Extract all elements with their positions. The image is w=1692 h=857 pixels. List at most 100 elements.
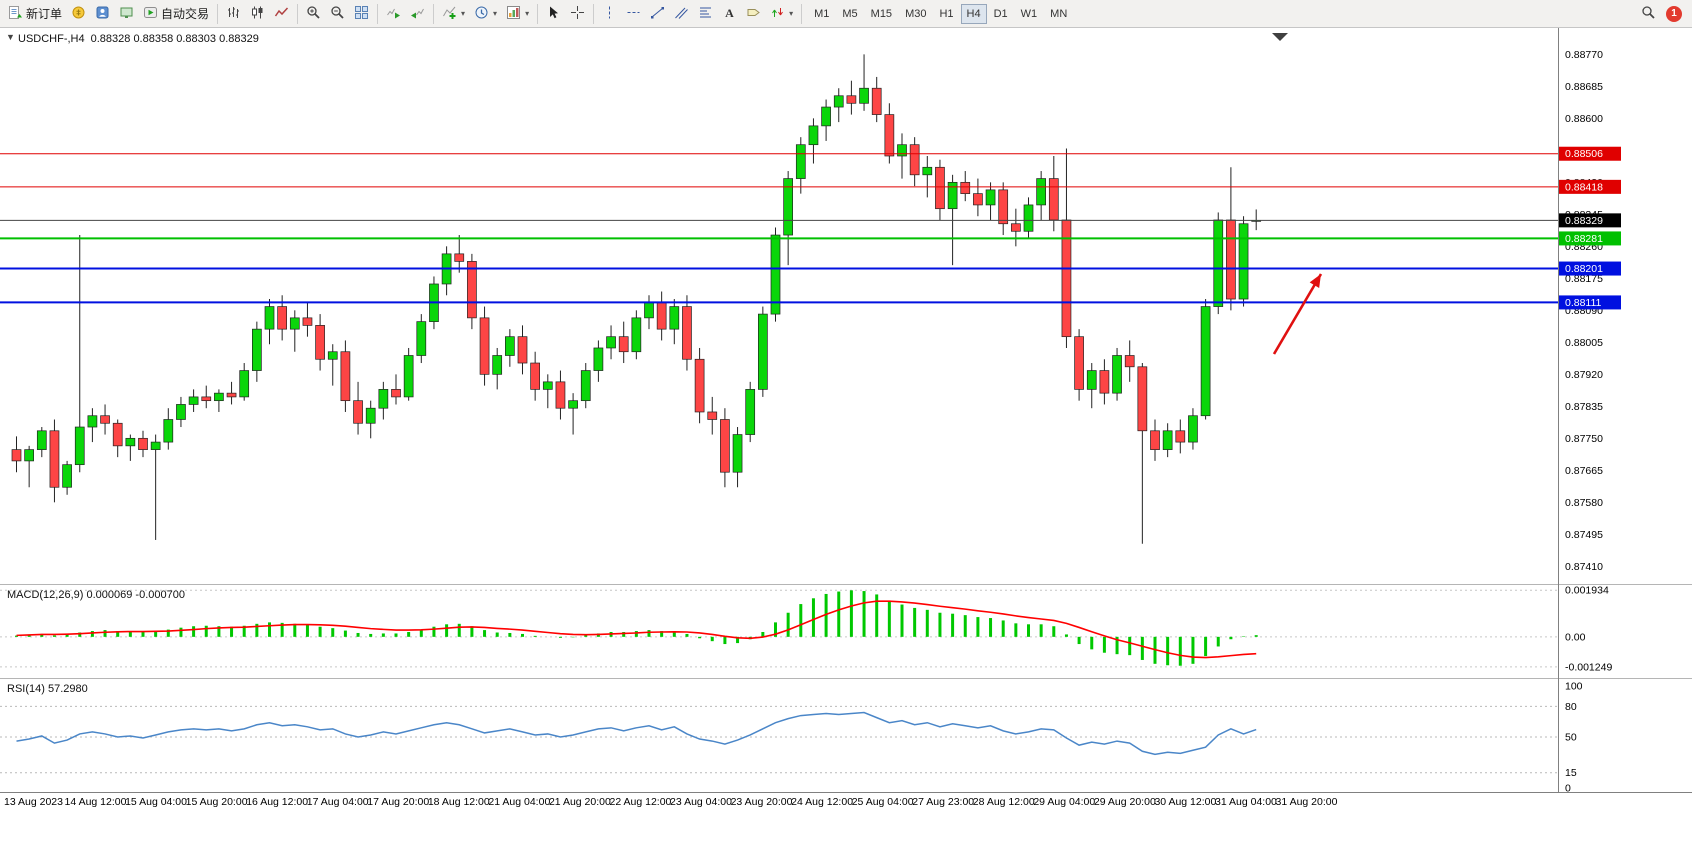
- candle-body: [1074, 336, 1084, 390]
- dropdown-caret-icon: ▾: [525, 8, 530, 18]
- price-tag: [1559, 295, 1621, 310]
- candle-body: [1036, 178, 1047, 206]
- bar-chart-button[interactable]: [222, 3, 245, 25]
- candle-body: [998, 189, 1009, 225]
- price-tag: [1559, 261, 1621, 276]
- candle-body: [1162, 430, 1173, 450]
- candle-body: [973, 193, 983, 206]
- macd-tick-label: 0.001934: [1565, 585, 1609, 597]
- template-chart-icon: [506, 5, 521, 23]
- rsi-tick-label: 0: [1565, 783, 1571, 795]
- macd-tick-label: 0.00: [1565, 631, 1586, 643]
- arrows-button[interactable]: ▾: [766, 3, 797, 25]
- periods-button[interactable]: ▾: [470, 3, 501, 25]
- line-chart-icon: [274, 5, 289, 23]
- crosshair-button[interactable]: [566, 3, 589, 25]
- auto-trading-button[interactable]: 自动交易: [139, 3, 213, 25]
- candle-body: [682, 306, 692, 360]
- candle-body: [1238, 223, 1249, 300]
- candle-body: [239, 370, 250, 398]
- timeframe-button-m1[interactable]: M1: [808, 4, 835, 24]
- candle-body: [353, 400, 363, 424]
- auto-trading-label: 自动交易: [161, 7, 210, 21]
- new-order-button[interactable]: 新订单: [4, 3, 66, 25]
- candle-body: [669, 306, 680, 330]
- toolbar-separator: [297, 3, 299, 24]
- toolbar-separator: [537, 3, 539, 24]
- price-tick-label: 0.87580: [1565, 497, 1603, 509]
- timeframe-button-m15[interactable]: M15: [865, 4, 898, 24]
- horizontal-line-button[interactable]: [622, 3, 645, 25]
- price-tag: [1559, 231, 1621, 246]
- arrow-annotation[interactable]: [1272, 273, 1323, 355]
- main-toolbar: 新订单 自动交易 ▾ ▾ ▾ A: [0, 0, 1692, 28]
- candlestick-chart-button[interactable]: [246, 3, 269, 25]
- auto-scroll-button[interactable]: [382, 3, 405, 25]
- zoom-in-button[interactable]: [302, 3, 325, 25]
- tile-windows-button[interactable]: [350, 3, 373, 25]
- timeframe-button-h4[interactable]: H4: [960, 3, 987, 24]
- toolbar-separator: [801, 3, 803, 24]
- candle-body: [340, 351, 351, 402]
- timeframe-button-h1[interactable]: H1: [933, 4, 959, 24]
- line-chart-button[interactable]: [270, 3, 293, 25]
- svg-text:A: A: [725, 6, 734, 20]
- candle-body: [112, 422, 123, 447]
- price-tick-label: 0.88005: [1565, 337, 1603, 349]
- price-tag-label: 0.88281: [1565, 233, 1603, 245]
- text-label-button[interactable]: [742, 3, 765, 25]
- arrow-annotation-head[interactable]: [1309, 274, 1321, 288]
- candle-body: [1124, 355, 1135, 368]
- time-label: 31 Aug 20:00: [1276, 796, 1338, 808]
- market-watch-button[interactable]: [67, 3, 90, 25]
- add-indicator-icon: [442, 5, 457, 23]
- time-label: 13 Aug 2023: [4, 796, 63, 808]
- toolbar-separator: [377, 3, 379, 24]
- search-button[interactable]: [1637, 3, 1660, 25]
- candle-body: [315, 325, 325, 360]
- trendline-button[interactable]: [646, 3, 669, 25]
- candle-body: [770, 234, 781, 315]
- candle-body: [176, 404, 186, 420]
- price-tag-label: 0.88506: [1565, 148, 1603, 160]
- candle-body: [821, 106, 831, 127]
- candle-body: [947, 181, 958, 210]
- chart-shift-marker[interactable]: [1272, 33, 1288, 41]
- price-tag-label: 0.88201: [1565, 263, 1603, 275]
- chart-shift-button[interactable]: [406, 3, 429, 25]
- terminal-button[interactable]: [115, 3, 138, 25]
- navigator-button[interactable]: [91, 3, 114, 25]
- templates-button[interactable]: ▾: [502, 3, 533, 25]
- candle-body: [656, 302, 667, 330]
- timeframe-button-mn[interactable]: MN: [1044, 4, 1073, 24]
- channel-button[interactable]: [670, 3, 693, 25]
- rsi-line: [16, 711, 1257, 756]
- timeframe-button-w1[interactable]: W1: [1015, 4, 1044, 24]
- chart-panel: 0.887700.886850.886000.885150.884300.883…: [0, 28, 1692, 857]
- new-order-icon: [8, 5, 23, 23]
- indicators-button[interactable]: ▾: [438, 3, 469, 25]
- candle-body: [264, 306, 275, 330]
- price-tick-label: 0.88685: [1565, 81, 1603, 93]
- cursor-button[interactable]: [542, 3, 565, 25]
- candle-body: [150, 441, 161, 450]
- notification-badge[interactable]: 1: [1666, 5, 1682, 22]
- rsi-label: RSI(14) 57.2980: [7, 683, 88, 695]
- text-button[interactable]: A: [718, 3, 741, 25]
- vertical-line-button[interactable]: [598, 3, 621, 25]
- dropdown-caret-icon: ▾: [461, 8, 466, 18]
- timeframe-button-m5[interactable]: M5: [836, 4, 863, 24]
- zoom-out-button[interactable]: [326, 3, 349, 25]
- time-label: 22 Aug 12:00: [610, 796, 672, 808]
- price-tick-label: 0.87920: [1565, 369, 1603, 381]
- timeframe-button-m30[interactable]: M30: [899, 4, 932, 24]
- chart-collapse-icon[interactable]: ▼: [6, 32, 15, 42]
- timeframe-button-d1[interactable]: D1: [988, 4, 1014, 24]
- macd-tick-label: -0.001249: [1565, 661, 1612, 673]
- candle-body: [49, 430, 60, 488]
- candle-body: [707, 411, 718, 420]
- candle-body: [1099, 370, 1110, 394]
- time-label: 31 Aug 04:00: [1215, 796, 1277, 808]
- fibonacci-button[interactable]: [694, 3, 717, 25]
